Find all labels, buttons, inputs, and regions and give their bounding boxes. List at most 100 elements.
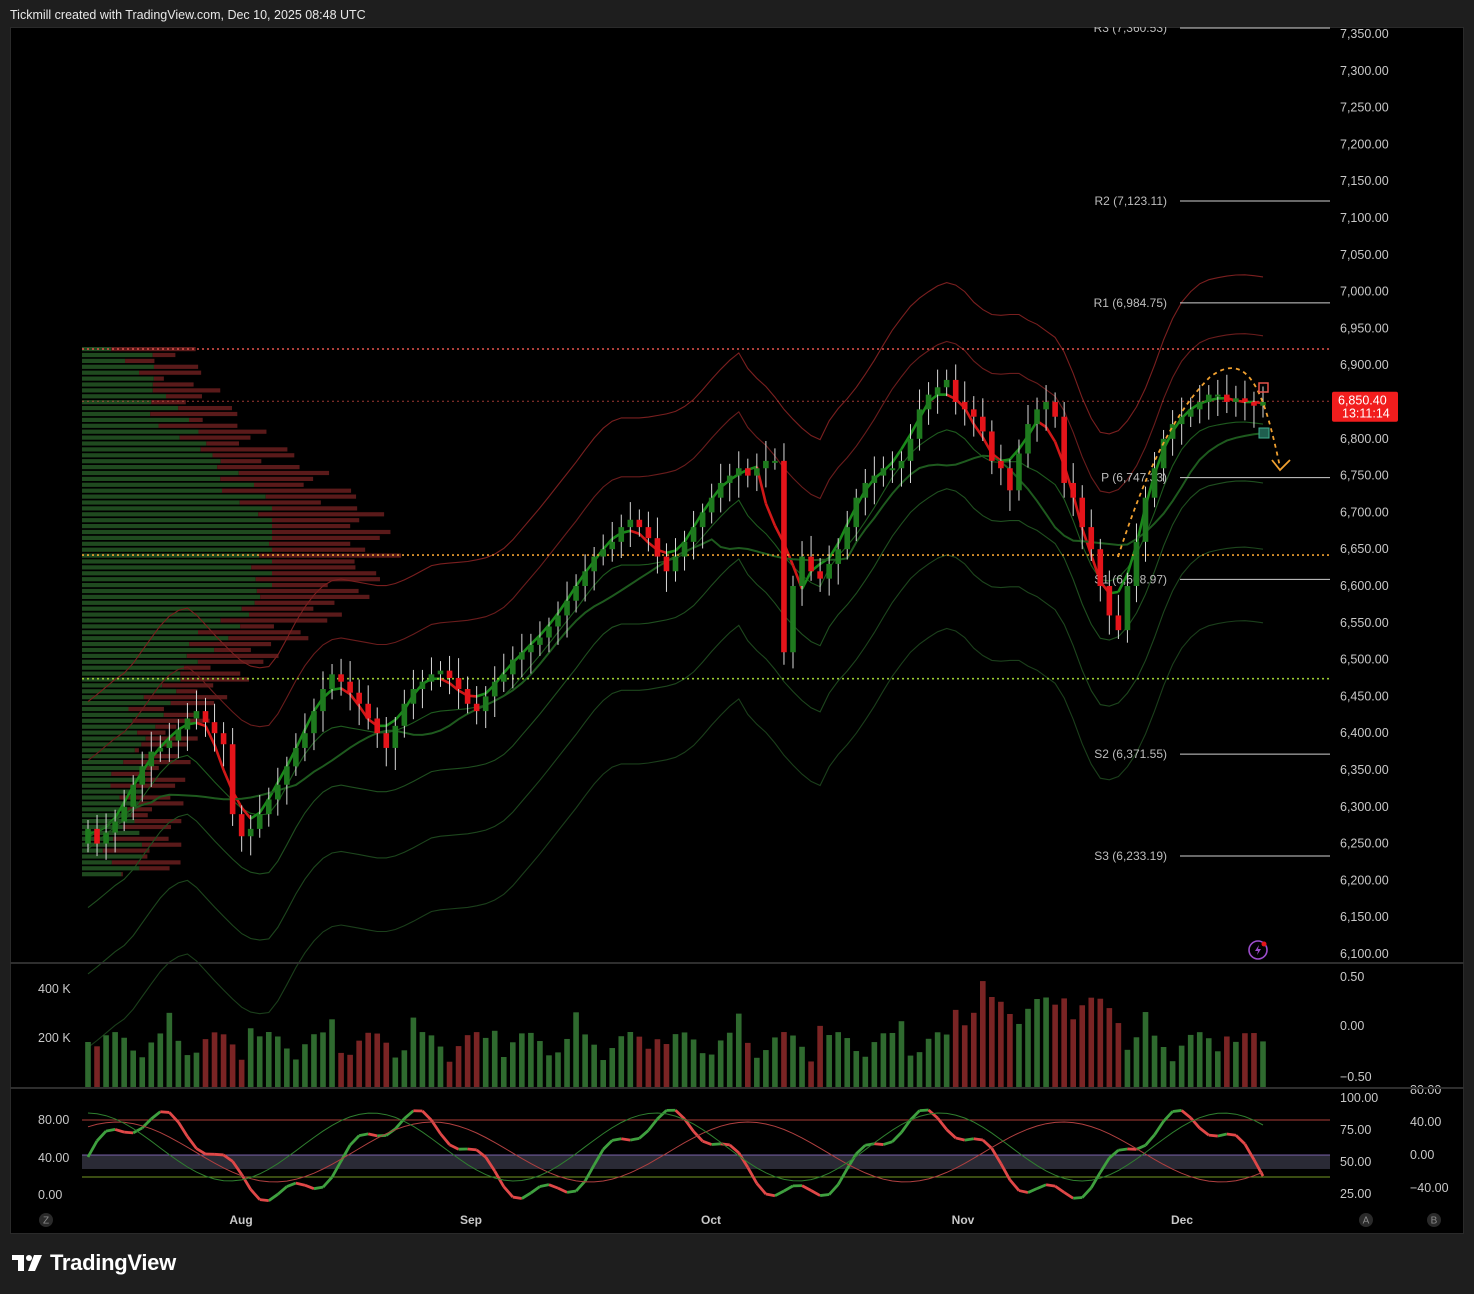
candle-body xyxy=(916,409,923,439)
month-label: Oct xyxy=(701,1213,721,1227)
osc-segment xyxy=(1180,1109,1192,1119)
volume-bar xyxy=(1079,1005,1086,1087)
osc-right2-label: 40.00 xyxy=(1410,1115,1441,1129)
candle-body xyxy=(1007,468,1013,491)
osc-segment xyxy=(475,1148,487,1159)
volume-bar xyxy=(1169,1061,1176,1087)
volume-bar xyxy=(790,1035,796,1087)
osc-segment xyxy=(674,1109,686,1120)
candle-body xyxy=(853,497,860,528)
profile-bar-up xyxy=(82,683,163,688)
profile-bar-down xyxy=(145,736,198,741)
profile-bar-down xyxy=(221,488,352,493)
profile-bar-down xyxy=(239,500,321,505)
profile-bar-down xyxy=(143,695,228,700)
profile-bar-up xyxy=(82,476,221,481)
volume-bar xyxy=(356,1040,362,1087)
price-tick-label: 6,400.00 xyxy=(1340,726,1389,740)
osc-segment xyxy=(240,1173,252,1191)
candle-body xyxy=(302,733,308,748)
osc-segment xyxy=(1153,1120,1165,1136)
profile-bar-up xyxy=(82,388,153,393)
price-chart[interactable]: R3 (7,360.53) R2 (7,123.11) R1 (6,984.75) P… xyxy=(10,27,1464,1234)
price-tick-label: 7,300.00 xyxy=(1340,64,1389,78)
profile-bar-down xyxy=(272,547,366,552)
projection-path xyxy=(1117,367,1291,558)
candle-body xyxy=(202,711,209,723)
volume-bar xyxy=(293,1059,299,1087)
profile-bar-up xyxy=(82,612,250,617)
ma-segment xyxy=(891,448,903,464)
time-axis[interactable]: Aug Sep Oct Nov Dec xyxy=(10,962,1464,1227)
profile-bar-up xyxy=(82,854,142,859)
volume-bar xyxy=(708,1054,715,1087)
candle-body xyxy=(1169,424,1176,439)
zoom-reset-button[interactable]: Z xyxy=(43,1216,49,1227)
profile-bar-down xyxy=(134,819,182,824)
profile-bar-down xyxy=(220,459,262,464)
auto-scale-button[interactable]: A xyxy=(1363,1216,1370,1227)
pivot-label: P (6,747.33) xyxy=(1101,471,1167,485)
price-axis[interactable]: 7,350.00 7,300.00 7,250.00 7,200.00 7,150.00… xyxy=(1340,27,1389,961)
volume-bar xyxy=(1007,1013,1013,1087)
osc-segment xyxy=(267,1193,279,1202)
profile-bar-up xyxy=(82,712,164,717)
osc-segment xyxy=(276,1185,288,1196)
ma-segment xyxy=(240,806,252,820)
profile-bar-down xyxy=(121,872,123,877)
volume-bar xyxy=(1016,1023,1022,1087)
volume-bar xyxy=(1142,1012,1149,1087)
price-tick-label: 7,250.00 xyxy=(1340,101,1389,115)
osc-segment xyxy=(421,1110,433,1122)
profile-bar-down xyxy=(102,848,150,853)
volume-bar xyxy=(247,1028,254,1087)
ma-segment xyxy=(1000,458,1011,463)
osc-segment xyxy=(1099,1157,1111,1174)
osc-segment xyxy=(439,1132,451,1146)
candle-body xyxy=(166,740,173,748)
candle-body xyxy=(690,527,697,542)
profile-bar-down xyxy=(153,376,164,381)
osc-segment xyxy=(313,1185,324,1191)
volume-bar xyxy=(130,1050,136,1087)
volume-bar xyxy=(175,1040,182,1087)
ma-segment xyxy=(113,801,126,819)
ma-segment xyxy=(294,728,307,750)
pivot-label: R2 (7,123.11) xyxy=(1095,194,1168,208)
osc-segment xyxy=(1243,1143,1256,1161)
horizontal-levels xyxy=(82,348,1330,680)
profile-bar-down xyxy=(139,866,170,871)
corner-controls[interactable]: Z A B xyxy=(39,1213,1441,1227)
volume-bar xyxy=(934,1032,941,1087)
candle-body xyxy=(491,681,498,697)
profile-bar-down xyxy=(256,588,359,594)
candle-body xyxy=(121,806,127,822)
profile-bar-up xyxy=(82,842,142,847)
profile-bar-down xyxy=(272,506,358,511)
candle-body xyxy=(401,703,408,726)
osc-segment xyxy=(1108,1149,1120,1160)
lightning-icon[interactable] xyxy=(1248,940,1268,960)
volume-bar xyxy=(1215,1051,1221,1087)
volume-bar xyxy=(1070,1019,1076,1087)
volume-bar xyxy=(1061,998,1067,1087)
osc-segment xyxy=(1217,1132,1228,1138)
osc-segment xyxy=(1252,1158,1265,1177)
volume-profile xyxy=(82,347,402,877)
price-tick-label: 6,800.00 xyxy=(1340,432,1389,446)
profile-bar-up xyxy=(82,730,138,735)
volume-bar xyxy=(844,1038,851,1087)
candle-body xyxy=(880,468,887,476)
profile-bar-up xyxy=(82,364,154,369)
pivot-label: R3 (7,360.53) xyxy=(1094,27,1167,35)
volume-bar xyxy=(916,1052,923,1087)
log-scale-button[interactable]: B xyxy=(1431,1216,1438,1227)
profile-bar-down xyxy=(134,748,139,753)
volume-bar xyxy=(672,1034,679,1087)
profile-bar-up xyxy=(82,653,187,658)
profile-bar-down xyxy=(249,612,342,617)
profile-bar-down xyxy=(152,388,221,393)
volume-bar xyxy=(1052,1004,1058,1087)
volume-bar xyxy=(573,1012,579,1087)
osc-segment xyxy=(358,1132,369,1137)
